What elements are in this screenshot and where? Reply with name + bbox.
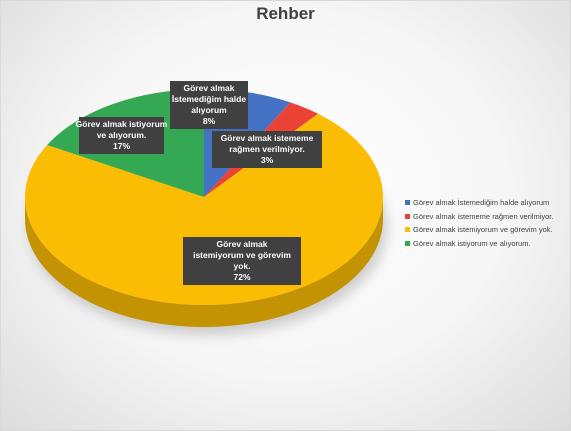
data-label-text: Görev almak <box>216 239 267 249</box>
legend-item: Görev almak istemiyorum ve görevim yok. <box>405 223 553 237</box>
data-label-text: 8% <box>203 116 216 126</box>
data-label-text: Görev almak istiyorum <box>76 119 168 129</box>
data-label-text: 72% <box>233 272 250 282</box>
legend: Görev almak İstemediğim halde alıyorum G… <box>405 196 553 250</box>
data-label-text: İstemediğim halde <box>172 94 246 104</box>
legend-label: Görev almak istemiyorum ve görevim yok. <box>413 225 553 235</box>
data-label-text: rağmen verilmiyor. <box>229 144 305 154</box>
data-label-text: 17% <box>113 141 130 151</box>
data-label-box <box>170 81 248 129</box>
legend-swatch <box>405 213 410 219</box>
data-label-box <box>79 117 164 154</box>
legend-swatch <box>405 240 410 246</box>
legend-label: Görev almak İstemediğim halde alıyorum <box>413 198 550 207</box>
legend-label: Görev almak istiyorum ve alıyorum. <box>413 238 531 248</box>
data-label-text: Görev almak <box>183 83 234 93</box>
legend-swatch <box>405 200 410 205</box>
data-label-box <box>183 237 301 285</box>
pie-slice-side <box>25 197 383 327</box>
legend-item: Görev almak İstemediğim halde alıyorum <box>405 196 553 210</box>
data-label-text: Görev almak istememe <box>221 133 314 143</box>
data-label-text: istemiyorum ve görevim <box>193 250 291 260</box>
data-label-text: alıyorum <box>191 105 227 115</box>
data-label-text: ve alıyorum. <box>97 130 147 140</box>
chart-title: Rehber <box>256 4 315 23</box>
data-label-text: yok. <box>233 261 250 271</box>
legend-item: Görev almak istiyorum ve alıyorum. <box>405 237 553 251</box>
legend-label: Görev almak istememe rağmen verilmiyor. <box>413 211 554 221</box>
legend-item: Görev almak istememe rağmen verilmiyor. <box>405 210 553 224</box>
data-label-box <box>212 131 322 168</box>
data-label-text: 3% <box>261 155 274 165</box>
legend-swatch <box>405 227 410 233</box>
